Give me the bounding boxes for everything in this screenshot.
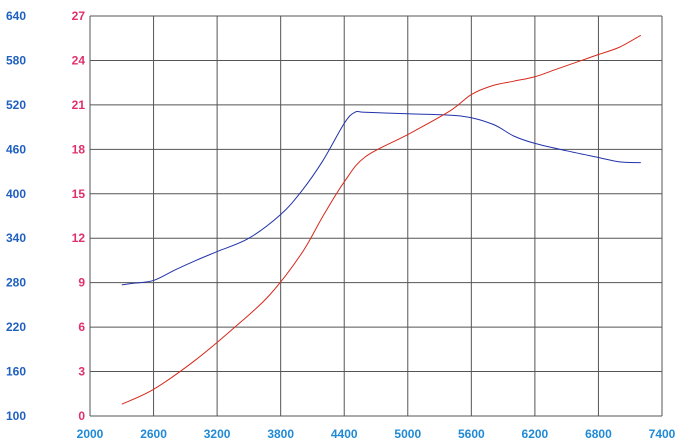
left-axis-tick-label: 280: [6, 276, 26, 290]
series-layer: [121, 34, 642, 405]
x-axis-tick-label: 4400: [331, 427, 358, 441]
right-axis-tick-label: 12: [72, 231, 86, 245]
right-axis-tick-label: 6: [78, 320, 85, 334]
right-axis-tick-label: 24: [72, 53, 86, 67]
right-axis-tick-label: 18: [72, 142, 86, 156]
x-axis-tick-label: 2600: [140, 427, 167, 441]
left-axis-tick-label: 340: [6, 231, 26, 245]
left-axis-tick-label: 220: [6, 320, 26, 334]
left-axis-tick-label: 520: [6, 98, 26, 112]
grid-layer: [89, 15, 663, 417]
x-axis-tick-label: 6800: [585, 427, 612, 441]
left-axis-tick-label: 100: [6, 409, 26, 423]
labels-layer: 100 160 220 280 340 400 460 520 580 640 0 3 6 9 12 15 18…: [6, 9, 676, 441]
x-axis-tick-label: 7400: [649, 427, 676, 441]
x-axis-tick-label: 5000: [394, 427, 421, 441]
left-axis-tick-label: 580: [6, 53, 26, 67]
series-line-left-axis: [121, 110, 641, 286]
x-axis-tick-label: 3200: [204, 427, 231, 441]
x-axis-tick-label: 5600: [458, 427, 485, 441]
left-axis-tick-label: 160: [6, 365, 26, 379]
right-axis-tick-label: 0: [78, 409, 85, 423]
left-axis-tick-label: 400: [6, 187, 26, 201]
series-line-right-axis: [121, 34, 642, 405]
right-axis-tick-label: 15: [72, 187, 86, 201]
x-axis-tick-label: 2000: [77, 427, 104, 441]
right-axis-tick-label: 27: [72, 9, 86, 23]
right-axis-tick-label: 9: [78, 276, 85, 290]
x-axis-tick-label: 3800: [267, 427, 294, 441]
left-axis-tick-label: 640: [6, 9, 26, 23]
right-axis-tick-label: 21: [72, 98, 86, 112]
right-axis-tick-label: 3: [78, 365, 85, 379]
left-axis-tick-label: 460: [6, 142, 26, 156]
x-axis-tick-label: 6200: [522, 427, 549, 441]
